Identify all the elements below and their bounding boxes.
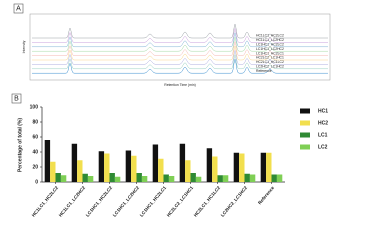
bar: [104, 153, 110, 182]
bar: [87, 176, 94, 182]
legend-label: LC1: [318, 132, 328, 138]
bar: [109, 173, 115, 182]
x-tick-label: HC1LC1_LC2HC2: [58, 185, 87, 218]
chromatogram-trace: [32, 23, 328, 39]
panel-label: A: [16, 6, 21, 13]
bar: [249, 174, 256, 182]
panel-label-box: [11, 93, 22, 104]
chromatogram-trace: [32, 45, 328, 61]
x-tick-label: LC1HC1_LC2HC2: [112, 185, 141, 218]
bar: [131, 155, 137, 182]
bar: [212, 156, 218, 182]
legend-label: HC1: [318, 108, 328, 114]
y-tick-label: 20: [32, 164, 38, 170]
trace-label: HC2LC1_HC1LC2: [256, 60, 284, 64]
chromatogram-trace: [32, 41, 328, 56]
bar: [195, 176, 202, 182]
x-tick-label: LC1HC1_HC2LC1: [139, 185, 168, 218]
bar: [60, 175, 67, 182]
x-tick-label: HC2LC1_HC1LC2: [193, 185, 222, 218]
chromatogram-trace: [32, 28, 328, 43]
bar: [125, 150, 132, 182]
trace-label: LC2HC2_LC1HC2: [256, 64, 284, 68]
bar: [217, 175, 223, 182]
bar: [152, 144, 159, 182]
bar: [141, 176, 148, 182]
y-axis-label: Intensity: [22, 40, 26, 53]
trace-label: Reference: [256, 69, 272, 73]
bar: [82, 173, 88, 182]
y-tick-label: 100: [30, 104, 39, 110]
legend-swatch: [300, 108, 310, 114]
bar: [233, 152, 240, 182]
bar: [185, 160, 191, 182]
chromatogram-trace: [32, 59, 328, 74]
bar: [114, 176, 121, 182]
bar: [190, 173, 196, 182]
bar: [158, 158, 164, 182]
bar: [77, 160, 83, 182]
x-tick-label: HC1LC1_HC2LC2: [31, 185, 60, 218]
bar: [266, 152, 272, 182]
trace-label: LC1HC1_HC2LC1: [256, 51, 284, 55]
y-tick-label: 60: [32, 134, 38, 140]
chromatogram-trace: [32, 50, 328, 65]
legend-swatch: [300, 144, 310, 150]
y-tick-label: 0: [35, 179, 38, 185]
bar: [179, 143, 186, 182]
trace-label: HC1LC1_LC2HC2: [256, 38, 284, 42]
legend-swatch: [300, 132, 310, 138]
trace-label: LC1HC1_LC2HC2: [256, 47, 284, 51]
bar: [163, 174, 169, 182]
bar: [44, 140, 51, 182]
bar: [239, 153, 245, 182]
bar: [222, 175, 229, 182]
bar: [98, 151, 105, 182]
bar: [71, 143, 78, 182]
chromatogram-frame: [29, 13, 331, 81]
legend-label: LC2: [318, 144, 328, 150]
panel-label: B: [14, 96, 19, 103]
y-tick-label: 80: [32, 119, 38, 125]
trace-label: HC2LC2_LC1HC1: [256, 56, 284, 60]
chromatogram-trace: [32, 54, 328, 70]
bar: [168, 176, 175, 182]
legend-label: HC2: [318, 120, 328, 126]
x-tick-label: Reference: [257, 185, 275, 206]
bar: [50, 161, 56, 182]
chromatogram-trace: [32, 37, 328, 52]
panel-label-box: [13, 3, 24, 14]
x-tick-label: LC1HC1_HC2LC2: [85, 185, 114, 218]
bar: [271, 174, 277, 182]
x-axis-label: Retention Time (min): [164, 83, 195, 87]
y-tick-label: 40: [32, 149, 38, 155]
bar: [206, 148, 213, 182]
x-tick-label: HC2LC2_LC1HC1: [166, 185, 195, 218]
chromatogram-trace: [32, 32, 328, 48]
trace-label: LC1HC1_HC2LC2: [256, 42, 284, 46]
legend-swatch: [300, 120, 310, 126]
bar: [136, 173, 142, 182]
bar: [276, 174, 283, 182]
trace-label: HC1LC1_HC2LC2: [256, 34, 284, 38]
bar: [55, 173, 61, 182]
x-tick-label: LC2HC2_LC1HC2: [220, 185, 249, 218]
bar: [244, 173, 250, 182]
bar: [260, 152, 267, 182]
y-axis-label: Percentage of total (%): [17, 118, 23, 173]
